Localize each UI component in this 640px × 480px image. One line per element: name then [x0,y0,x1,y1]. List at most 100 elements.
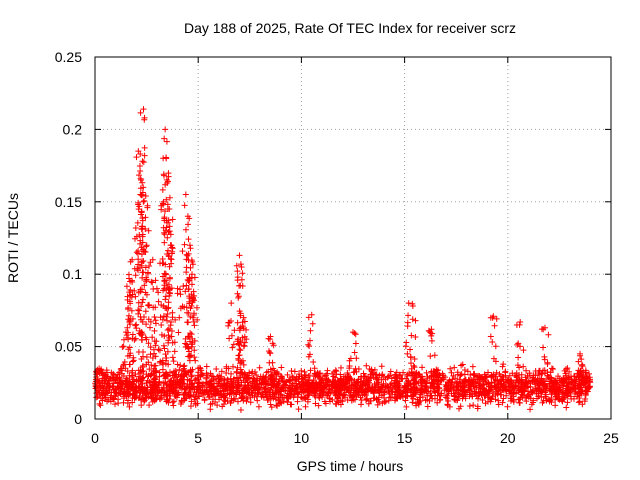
data-point [163,138,170,145]
data-point [404,323,411,330]
data-point [199,380,206,387]
data-point [198,367,205,374]
data-point [522,384,529,391]
data-point [561,367,568,374]
data-point [192,400,199,407]
data-point [344,371,351,378]
data-point [358,397,365,404]
data-point [467,371,474,378]
data-point [124,334,131,341]
data-point [369,384,376,391]
data-point [235,294,242,301]
data-point [146,324,153,331]
data-point [207,384,214,391]
data-point [227,318,234,325]
data-point [527,383,534,390]
data-point [164,392,171,399]
data-point [151,338,158,345]
grid-lines [95,57,611,419]
data-point [267,372,274,379]
data-point [175,379,182,386]
data-point [329,379,336,386]
data-point [451,364,458,371]
data-point [254,397,261,404]
data-point [447,365,454,372]
data-point [214,402,221,409]
data-point [120,336,127,343]
data-point [126,344,133,351]
data-point [152,353,159,360]
data-point [255,385,262,392]
data-point [186,348,193,355]
data-point [492,384,499,391]
data-point [378,363,385,370]
data-point [552,402,559,409]
data-point [527,406,534,413]
data-point [104,390,111,397]
data-point [92,383,99,390]
data-point [465,377,472,384]
data-point [139,158,146,165]
data-point [171,348,178,355]
data-point [158,322,165,329]
data-point [559,379,566,386]
data-point [261,385,268,392]
data-point [385,397,392,404]
data-point [346,384,353,391]
data-point [564,399,571,406]
data-point [184,213,191,220]
data-point [500,395,507,402]
data-point [348,397,355,404]
data-point [139,336,146,343]
data-point [264,397,271,404]
data-point [146,262,153,269]
data-point [273,382,280,389]
data-point [374,379,381,386]
y-tick-label: 0.1 [63,266,83,282]
data-point [407,354,414,361]
data-point [576,389,583,396]
data-point [128,307,135,314]
data-point [309,320,316,327]
data-point [254,386,261,393]
data-point [161,231,168,238]
data-point [272,387,279,394]
data-point [181,390,188,397]
data-point [151,350,158,357]
data-point [477,376,484,383]
data-point [249,375,256,382]
data-point [409,316,416,323]
data-point [542,386,549,393]
data-point [492,343,499,350]
data-point [148,278,155,285]
data-point [186,385,193,392]
data-point [231,327,238,334]
data-point [124,383,131,390]
data-point [505,387,512,394]
data-point [136,395,143,402]
data-point [132,224,139,231]
data-point [168,319,175,326]
data-point [553,391,560,398]
data-point [210,390,217,397]
data-point [158,394,165,401]
data-point [428,379,435,386]
data-point [230,377,237,384]
data-point [538,371,545,378]
data-point [139,388,146,395]
data-point [103,374,110,381]
data-point [191,386,198,393]
data-point [172,387,179,394]
data-point [363,362,370,369]
data-point [373,371,380,378]
data-point [403,339,410,346]
data-point [538,387,545,394]
data-point [184,252,191,259]
data-point [389,385,396,392]
data-point [238,276,245,283]
data-point [238,394,245,401]
data-point [126,403,133,410]
data-point [388,375,395,382]
data-point [139,258,146,265]
